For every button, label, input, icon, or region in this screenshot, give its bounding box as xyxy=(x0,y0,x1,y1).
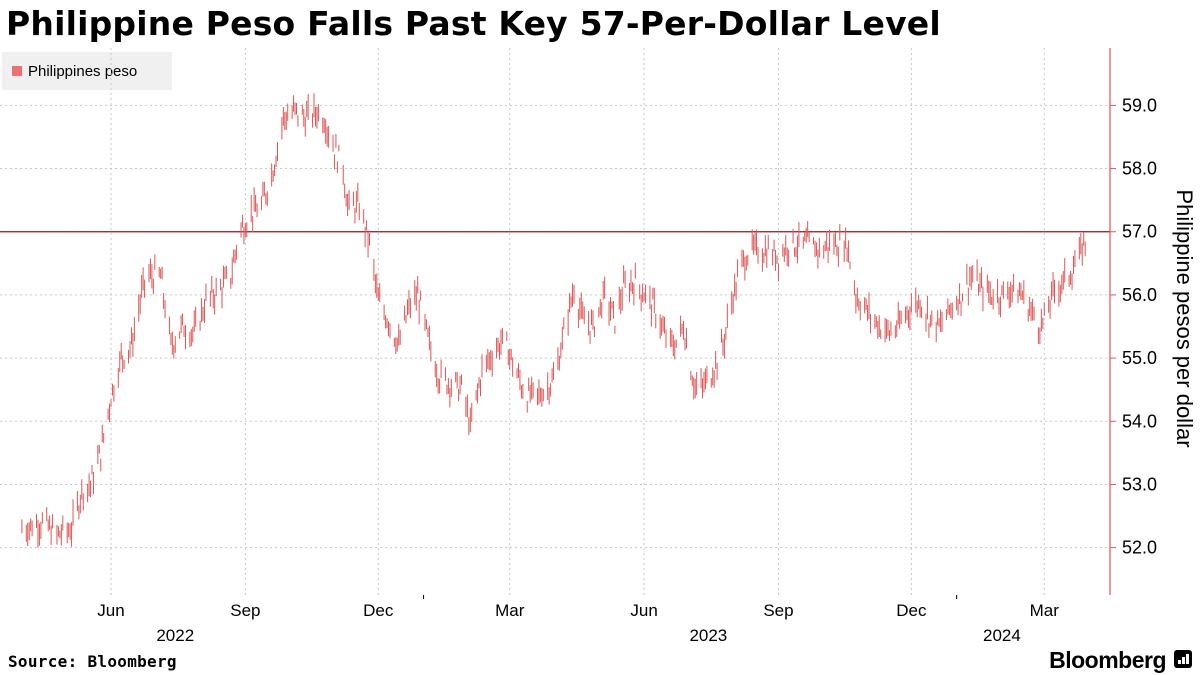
x-tick-label: Mar xyxy=(495,601,525,620)
y-tick-label: 53.0 xyxy=(1122,474,1157,494)
x-year-label: 2024 xyxy=(983,626,1021,645)
y-axis-title: Philippine pesos per dollar xyxy=(1172,189,1197,447)
x-year-label: 2023 xyxy=(689,626,727,645)
chart-title: Philippine Peso Falls Past Key 57-Per-Do… xyxy=(6,4,941,43)
source-note: Source: Bloomberg xyxy=(8,652,177,671)
x-tick-label: Jun xyxy=(630,601,657,620)
x-tick-label: Dec xyxy=(896,601,927,620)
x-tick-label: Sep xyxy=(763,601,793,620)
x-tick-label: Mar xyxy=(1030,601,1060,620)
y-tick-label: 52.0 xyxy=(1122,538,1157,558)
x-tick-label: Sep xyxy=(230,601,260,620)
y-tick-label: 55.0 xyxy=(1122,348,1157,368)
y-tick-label: 56.0 xyxy=(1122,285,1157,305)
y-tick-label: 58.0 xyxy=(1122,159,1157,179)
brand-logo: Bloomberg xyxy=(1049,647,1166,673)
legend-label: Philippines peso xyxy=(28,62,138,80)
brand-badge-icon xyxy=(1174,650,1192,668)
series-philippines-peso xyxy=(21,93,1086,548)
x-tick-label: Jun xyxy=(97,601,124,620)
y-tick-label: 59.0 xyxy=(1122,95,1157,115)
legend: Philippines peso xyxy=(2,52,172,90)
x-year-label: 2022 xyxy=(156,626,194,645)
x-tick-label: Dec xyxy=(363,601,394,620)
legend-swatch xyxy=(12,66,22,76)
y-tick-label: 54.0 xyxy=(1122,411,1157,431)
y-tick-label: 57.0 xyxy=(1122,222,1157,242)
